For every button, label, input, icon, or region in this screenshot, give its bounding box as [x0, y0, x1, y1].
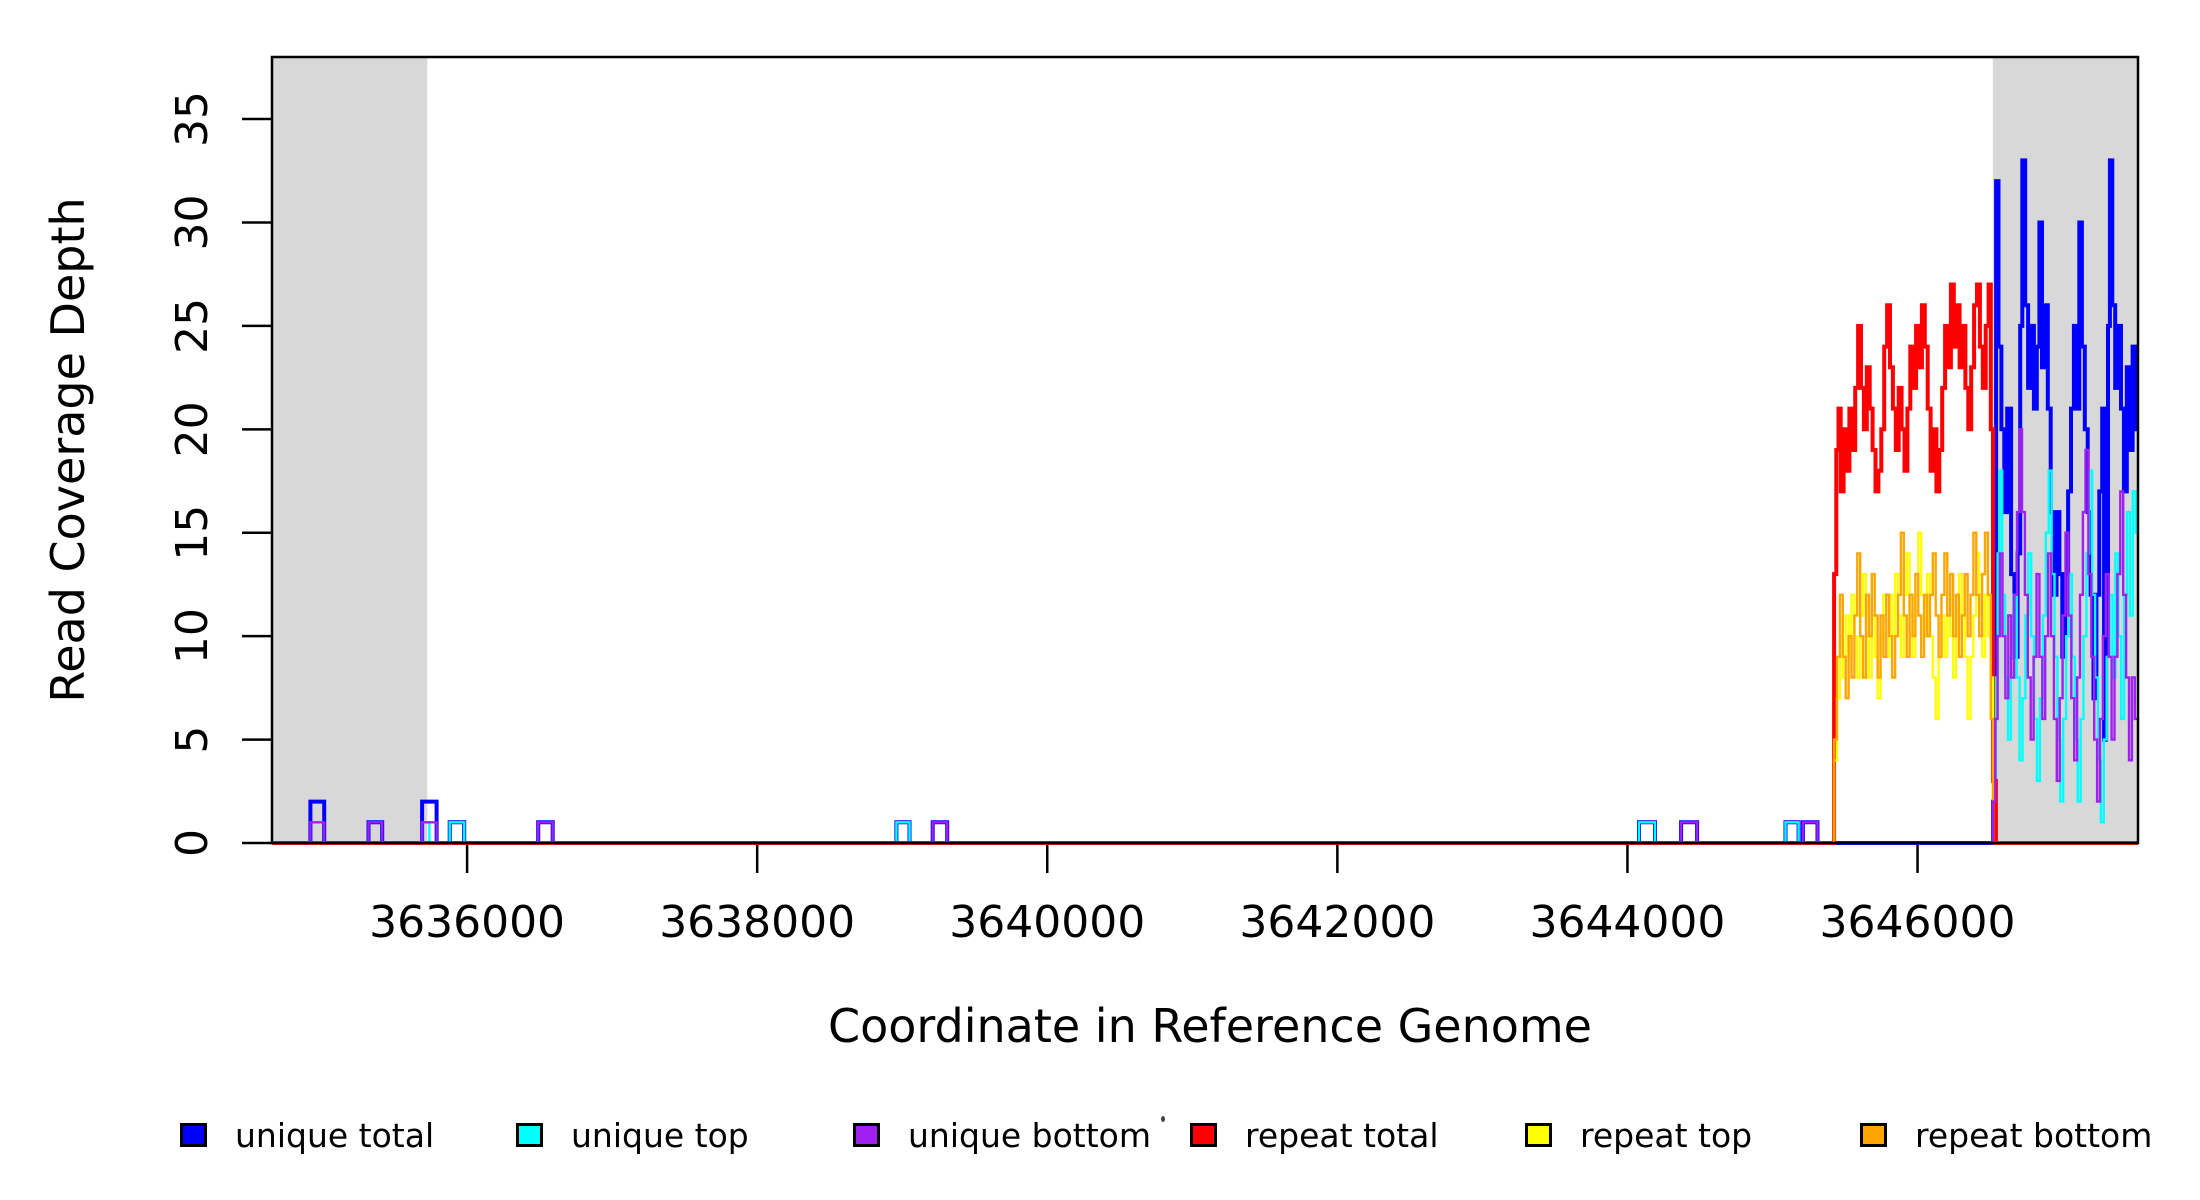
x-tick-label: 3644000	[1529, 897, 1725, 948]
x-tick-label: 3642000	[1239, 897, 1435, 948]
legend-label: unique bottom	[908, 1115, 1152, 1155]
y-tick-label: 30	[167, 194, 218, 250]
y-tick-label: 35	[167, 91, 218, 147]
y-tick-label: 15	[167, 505, 218, 561]
x-tick-label: 3636000	[369, 897, 565, 948]
legend-label: unique total	[235, 1115, 435, 1155]
series-repeat-total	[272, 282, 2138, 845]
legend-label: repeat bottom	[1915, 1115, 2153, 1155]
legend-swatch-icon	[1525, 1123, 1552, 1147]
stray-mark-artifact	[1161, 1116, 1165, 1122]
legend-label: unique top	[571, 1115, 749, 1155]
plot-box	[270, 55, 2140, 845]
y-tick-label: 0	[167, 829, 218, 857]
legend-swatch-icon	[1190, 1123, 1217, 1147]
legend-swatch-icon	[180, 1123, 207, 1147]
legend-swatch-icon	[1860, 1123, 1887, 1147]
legend-item-repeat-total: repeat total	[1190, 1116, 1439, 1155]
legend-item-repeat-bottom: repeat bottom	[1860, 1116, 2152, 1155]
legend-swatch-icon	[853, 1123, 880, 1147]
legend-label: repeat total	[1245, 1115, 1439, 1155]
left-shaded-region	[272, 57, 428, 843]
series-repeat-bottom	[272, 531, 2138, 845]
x-tick-label: 3638000	[659, 897, 855, 948]
y-tick-label: 20	[167, 401, 218, 457]
series-repeat-top	[272, 531, 2138, 845]
series-unique-bottom	[272, 428, 2138, 845]
legend-item-unique-total: unique total	[180, 1116, 434, 1155]
legend-label: repeat top	[1580, 1115, 1753, 1155]
y-tick-label: 25	[167, 298, 218, 354]
x-tick-label: 3640000	[949, 897, 1145, 948]
legend-item-unique-bottom: unique bottom	[853, 1116, 1151, 1155]
plot-dynamic-layer: 3636000 3638000 3640000 3642000 3644000 36460…	[167, 55, 2140, 948]
legend-item-unique-top: unique top	[516, 1116, 749, 1155]
series-unique-total	[272, 158, 2138, 845]
x-tick-label: 3646000	[1820, 897, 2016, 948]
right-shaded-region	[1992, 57, 2138, 843]
legend-item-repeat-top: repeat top	[1525, 1116, 1752, 1155]
y-axis-title: Read Coverage Depth	[41, 197, 95, 702]
y-tick-label: 5	[167, 726, 218, 754]
x-axis-title: Coordinate in Reference Genome	[828, 999, 1592, 1053]
y-tick-label: 10	[167, 608, 218, 664]
legend-swatch-icon	[516, 1123, 543, 1147]
